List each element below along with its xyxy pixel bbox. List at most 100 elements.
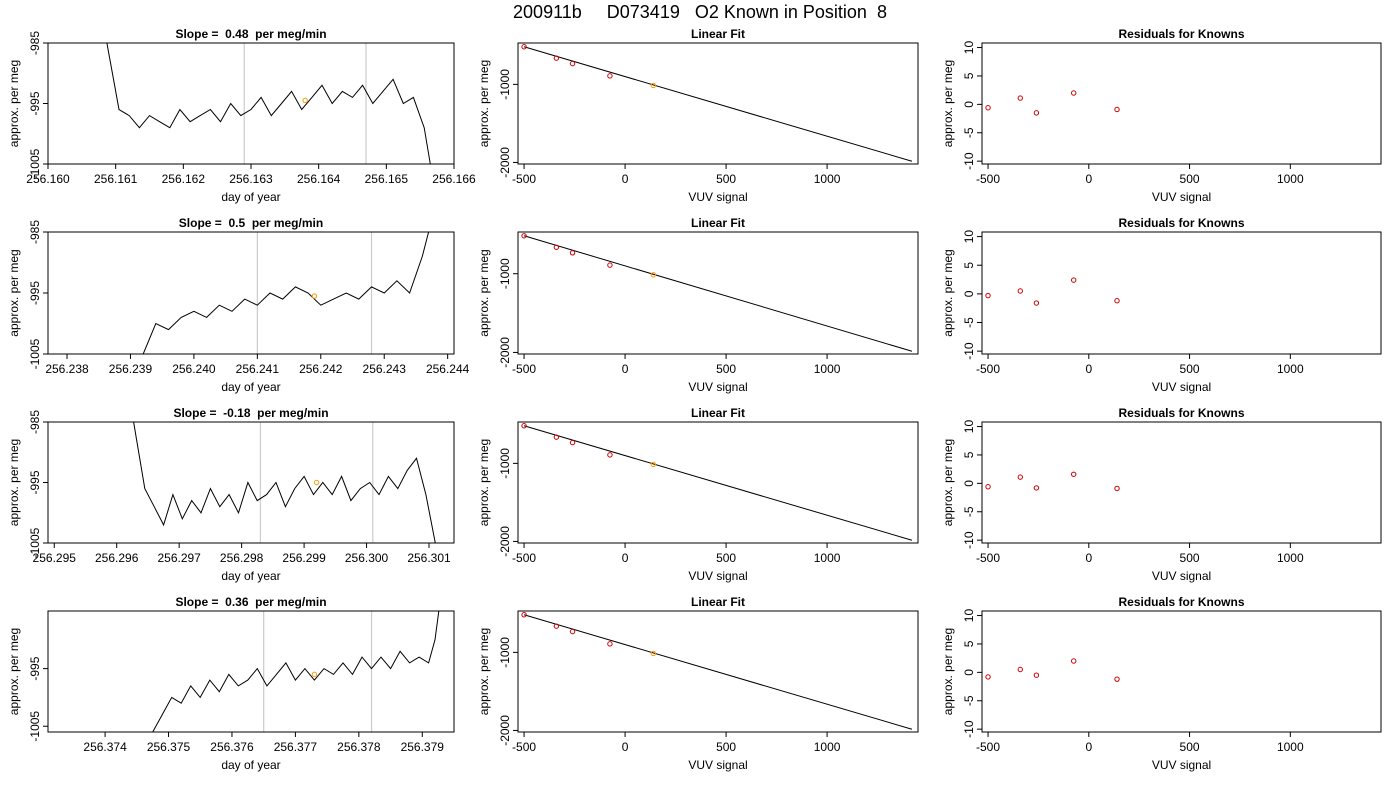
x-tick-label: 500 bbox=[716, 172, 736, 186]
plot-title: Residuals for Knowns bbox=[1118, 27, 1244, 41]
x-axis-label: VUV signal bbox=[1152, 569, 1211, 583]
plot-title: Slope = 0.5 per meg/min bbox=[179, 216, 323, 230]
y-axis-label: approx. per meg bbox=[7, 60, 21, 147]
x-tick-label: 500 bbox=[1180, 740, 1200, 754]
x-tick-label: 256.162 bbox=[162, 172, 206, 186]
data-point bbox=[985, 674, 991, 680]
plot-title: Residuals for Knowns bbox=[1118, 595, 1244, 609]
y-tick-label: -995 bbox=[28, 656, 42, 680]
data-point bbox=[1033, 485, 1040, 491]
x-tick-label: 0 bbox=[622, 172, 629, 186]
x-axis-label: VUV signal bbox=[688, 569, 747, 583]
y-tick-label: -10 bbox=[962, 531, 976, 549]
x-tick-label: 256.299 bbox=[282, 551, 326, 565]
data-point bbox=[1017, 288, 1023, 294]
x-tick-label: 256.242 bbox=[299, 362, 343, 376]
data-point bbox=[521, 233, 527, 239]
data-point bbox=[650, 461, 657, 468]
x-tick-label: 0 bbox=[1085, 740, 1092, 754]
y-tick-label: 10 bbox=[962, 230, 976, 244]
plot-frame bbox=[47, 610, 455, 733]
x-tick-label: 1000 bbox=[814, 740, 841, 754]
plot-frame bbox=[981, 610, 1382, 733]
y-tick-label: -5 bbox=[962, 695, 976, 706]
y-tick-label: 10 bbox=[962, 41, 976, 55]
series-line bbox=[152, 611, 440, 732]
x-tick-label: 256.378 bbox=[337, 740, 381, 754]
data-point bbox=[607, 262, 613, 268]
fit-line bbox=[523, 235, 913, 352]
plot-area bbox=[521, 44, 913, 162]
data-point bbox=[1070, 90, 1077, 96]
data-point bbox=[569, 439, 576, 446]
series-line bbox=[106, 43, 431, 164]
x-axis-label: day of year bbox=[221, 190, 280, 204]
x-tick-label: 500 bbox=[1180, 551, 1200, 565]
plot-area bbox=[521, 423, 913, 541]
x-tick-label: -500 bbox=[976, 551, 1000, 565]
plot-frame bbox=[47, 42, 455, 165]
y-axis-label: approx. per meg bbox=[7, 249, 21, 336]
x-tick-label: 256.295 bbox=[33, 551, 77, 565]
data-point bbox=[1033, 110, 1040, 116]
x-tick-label: 500 bbox=[716, 551, 736, 565]
y-tick-label: -10 bbox=[962, 342, 976, 360]
data-point bbox=[650, 650, 657, 657]
plot-frame bbox=[517, 231, 919, 355]
x-axis-label: day of year bbox=[221, 380, 280, 394]
y-axis-label: approx. per meg bbox=[477, 439, 491, 526]
plot-area bbox=[152, 611, 440, 732]
data-point bbox=[1114, 676, 1120, 682]
plot-title: Linear Fit bbox=[691, 216, 745, 230]
x-tick-label: 256.298 bbox=[220, 551, 264, 565]
plot-title: Residuals for Knowns bbox=[1118, 216, 1244, 230]
y-tick-label: 0 bbox=[962, 669, 976, 676]
x-axis-label: VUV signal bbox=[1152, 380, 1211, 394]
plot-title: Linear Fit bbox=[691, 27, 745, 41]
y-axis-label: approx. per meg bbox=[7, 628, 21, 715]
plot-title: Linear Fit bbox=[691, 595, 745, 609]
x-tick-label: 1000 bbox=[1277, 740, 1304, 754]
fit-line bbox=[523, 425, 913, 541]
x-tick-label: 256.374 bbox=[83, 740, 127, 754]
data-point bbox=[650, 82, 657, 89]
y-axis-label: approx. per meg bbox=[941, 60, 955, 147]
y-tick-label: -1000 bbox=[498, 258, 512, 289]
data-point bbox=[1017, 95, 1023, 101]
data-point bbox=[650, 272, 657, 278]
x-tick-label: 256.243 bbox=[363, 362, 407, 376]
x-tick-label: 0 bbox=[622, 551, 629, 565]
y-tick-label: -985 bbox=[28, 31, 42, 55]
x-tick-label: 1000 bbox=[814, 551, 841, 565]
plot-area bbox=[142, 232, 430, 354]
plot-frame bbox=[981, 421, 1382, 544]
x-tick-label: 1000 bbox=[1277, 551, 1304, 565]
x-tick-label: 256.160 bbox=[26, 172, 70, 186]
x-axis-label: VUV signal bbox=[1152, 758, 1211, 772]
x-tick-label: -500 bbox=[976, 362, 1000, 376]
plot-title: Slope = 0.48 per meg/min bbox=[175, 27, 326, 41]
y-tick-label: -1005 bbox=[28, 338, 42, 369]
plot-area bbox=[985, 277, 1120, 306]
y-axis-label: approx. per meg bbox=[941, 628, 955, 715]
plot-area bbox=[106, 43, 431, 164]
x-tick-label: 500 bbox=[716, 362, 736, 376]
data-point bbox=[607, 641, 613, 647]
x-tick-label: 256.166 bbox=[432, 172, 476, 186]
x-tick-label: 500 bbox=[716, 740, 736, 754]
plot-frame bbox=[517, 421, 919, 544]
x-tick-label: 500 bbox=[1180, 172, 1200, 186]
current-point-marker bbox=[313, 479, 320, 486]
x-tick-label: 1000 bbox=[1277, 172, 1304, 186]
y-axis-label: approx. per meg bbox=[7, 439, 21, 526]
y-tick-label: -985 bbox=[28, 410, 42, 434]
data-point bbox=[1033, 672, 1040, 678]
x-tick-label: -500 bbox=[976, 740, 1000, 754]
x-axis-label: VUV signal bbox=[688, 380, 747, 394]
x-tick-label: 256.163 bbox=[229, 172, 273, 186]
y-tick-label: -10 bbox=[962, 152, 976, 170]
y-tick-label: -2000 bbox=[498, 147, 512, 178]
data-point bbox=[985, 105, 991, 111]
data-point bbox=[569, 60, 576, 67]
